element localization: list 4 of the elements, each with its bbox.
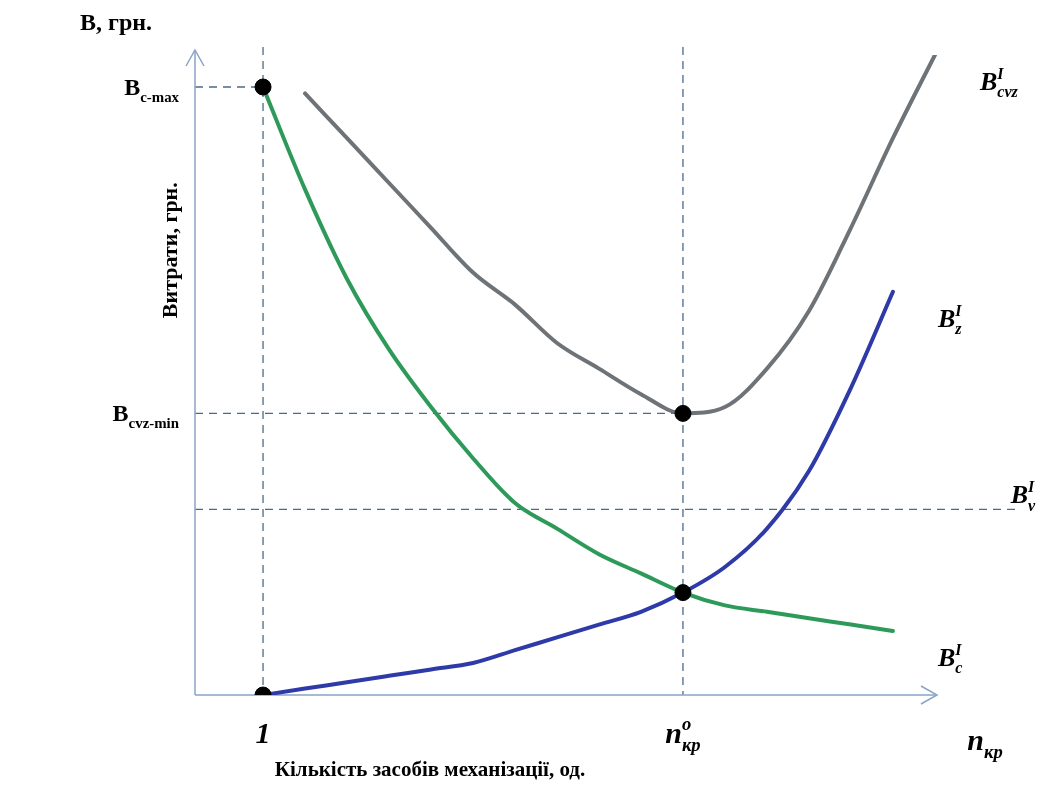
x-tick-label: 1: [255, 716, 271, 749]
x-axis-title: Кількість засобів механізації, од.: [274, 757, 586, 781]
y-axis-title: Витрати, грн.: [157, 182, 182, 319]
text: В, грн.: [80, 9, 153, 35]
